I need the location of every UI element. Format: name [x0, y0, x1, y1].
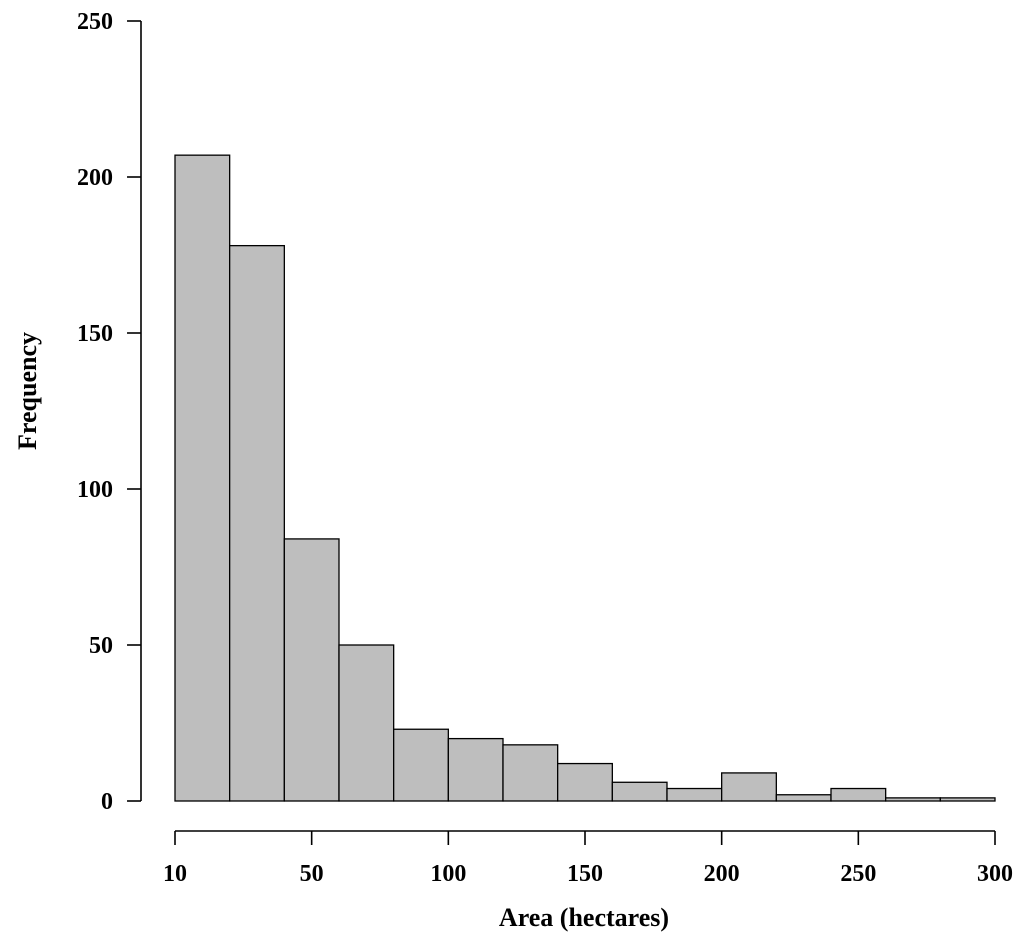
x-tick-label-200: 200 — [704, 861, 740, 887]
histogram-bar-200-220 — [721, 772, 777, 802]
histogram-bar-80-100 — [393, 728, 449, 802]
histogram-bar-120-140 — [502, 744, 559, 802]
x-axis-title: Area (hectares) — [499, 903, 669, 932]
histogram-bar-160-180 — [611, 781, 668, 802]
histogram-bar-40-60 — [283, 538, 340, 802]
y-tick-label-0: 0 — [101, 789, 113, 815]
y-axis-title: Frequency — [13, 332, 42, 450]
y-tick-label-100: 100 — [77, 477, 113, 503]
histogram-bar-280-300 — [939, 797, 996, 802]
x-tick-label-50: 50 — [300, 861, 324, 887]
histogram-bar-0-20 — [174, 154, 231, 802]
bars-group — [174, 154, 996, 802]
y-tick-label-200: 200 — [77, 165, 113, 191]
x-tick-label-100: 100 — [430, 861, 466, 887]
histogram-bar-220-240 — [775, 794, 832, 802]
histogram-bar-60-80 — [338, 644, 395, 802]
histogram-bar-100-120 — [447, 737, 504, 802]
histogram-bar-260-280 — [885, 797, 941, 802]
x-tick-label-150: 150 — [567, 861, 603, 887]
y-tick-label-50: 50 — [89, 633, 113, 659]
histogram-bar-180-200 — [666, 787, 723, 802]
x-tick-label-250: 250 — [840, 861, 876, 887]
x-axis: 10 50 100 150 200 250 300 — [163, 830, 1013, 887]
y-axis: 0 50 100 150 200 250 — [77, 9, 142, 815]
x-tick-label-300: 300 — [977, 861, 1013, 887]
x-tick-label-0: 10 — [163, 861, 187, 887]
histogram-bar-240-260 — [830, 787, 887, 802]
y-tick-label-250: 250 — [77, 9, 113, 35]
y-tick-label-150: 150 — [77, 321, 113, 347]
histogram-bar-140-160 — [557, 762, 613, 802]
histogram-bar-20-40 — [229, 244, 285, 802]
